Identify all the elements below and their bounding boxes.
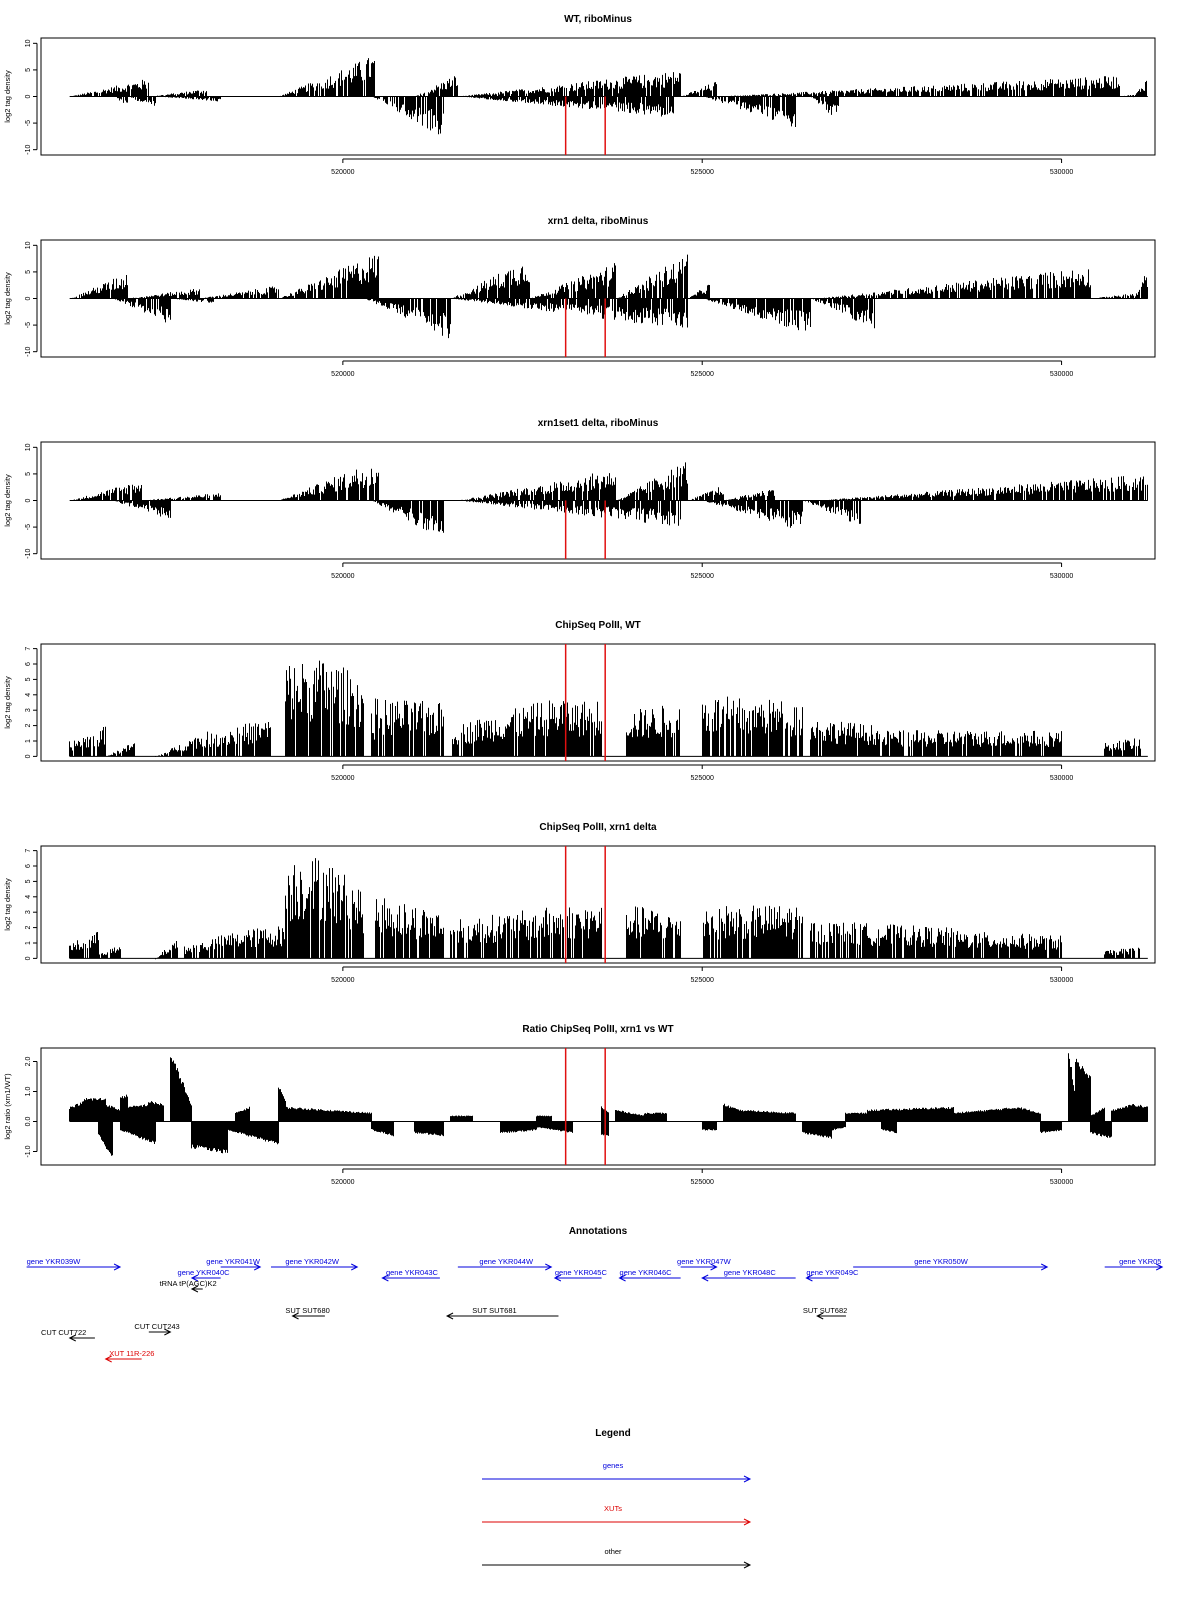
y-tick-label: 0 [25,754,32,758]
x-tick-label: 525000 [691,775,714,782]
panel-title: ChipSeq PolII, xrn1 delta [539,822,657,833]
y-tick-label: 4 [25,895,32,899]
x-tick-label: 520000 [331,169,354,176]
x-tick-label: 530000 [1050,371,1073,378]
data-bars [69,254,1148,339]
y-tick-label: 3 [25,910,32,914]
y-axis-label: log2 tag density [3,676,12,729]
panel-title: WT, riboMinus [564,14,632,25]
data-bars [69,660,1141,757]
y-tick-label: 10 [25,39,32,47]
x-tick-label: 520000 [331,573,354,580]
plot-frame [40,239,1156,358]
x-tick-label: 525000 [691,371,714,378]
y-tick-label: 4 [25,693,32,697]
y-tick-label: -10 [25,549,32,559]
x-tick-label: 525000 [691,977,714,984]
chart-panel-5: ChipSeq PolII, xrn1 delta log2 tag densit… [3,822,1156,984]
y-axis-label: log2 tag density [3,878,12,931]
y-tick-label: -10 [25,145,32,155]
y-tick-label: 10 [25,443,32,451]
y-tick-label: 5 [25,879,32,883]
chart-panel-2: xrn1 delta, riboMinus log2 tag density 10 5… [3,216,1156,378]
x-tick-label: 530000 [1050,977,1073,984]
x-tick-label: 520000 [331,977,354,984]
y-tick-label: -5 [25,322,32,328]
x-tick-label: 525000 [691,169,714,176]
x-tick-label: 520000 [331,371,354,378]
y-tick-label: 0 [25,956,32,960]
y-tick-label: 0 [25,94,32,98]
y-axis-label: log2 tag density [3,70,12,123]
plot-frame [40,37,1156,156]
x-tick-label: 520000 [331,775,354,782]
y-tick-label: -5 [25,524,32,530]
y-tick-label: 6 [25,662,32,666]
x-tick-label: 530000 [1050,573,1073,580]
y-tick-label: 2 [25,926,32,930]
y-tick-label: -10 [25,347,32,357]
y-tick-label: 5 [25,472,32,476]
chart-panel-4: ChipSeq PolII, WT log2 tag density 0 1 2 3 4 5 6… [3,620,1156,782]
y-tick-label: 7 [25,647,32,651]
y-tick-label: 3 [25,708,32,712]
plot-frame [40,441,1156,560]
y-tick-label: 7 [25,849,32,853]
y-tick-label: -5 [25,120,32,126]
panel-title: xrn1 delta, riboMinus [548,216,649,227]
chart-panel-1: WT, riboMinus log2 tag density 10 5 0 -5 -10 52… [3,14,1156,176]
y-tick-label: 5 [25,68,32,72]
x-tick-label: 525000 [691,573,714,580]
y-tick-label: 10 [25,241,32,249]
panel-title: xrn1set1 delta, riboMinus [538,418,659,429]
y-tick-label: 1 [25,739,32,743]
y-tick-label: 0 [25,498,32,502]
x-tick-label: 530000 [1050,775,1073,782]
panel-title: ChipSeq PolII, WT [555,620,641,631]
y-tick-label: 5 [25,677,32,681]
y-tick-label: 2 [25,724,32,728]
x-tick-label: 530000 [1050,169,1073,176]
data-bars [69,58,1147,135]
y-tick-label: 1 [25,941,32,945]
y-tick-label: 5 [25,270,32,274]
data-bars [69,462,1148,533]
plot-frame [40,845,1156,964]
chart-panel-3: xrn1set1 delta, riboMinus log2 tag densit… [3,418,1156,580]
plot-frame [40,643,1156,762]
y-tick-label: 0 [25,296,32,300]
y-axis-label: log2 tag density [3,272,12,325]
y-tick-label: 6 [25,864,32,868]
data-bars [69,858,1140,960]
y-axis-label: log2 tag density [3,474,12,527]
